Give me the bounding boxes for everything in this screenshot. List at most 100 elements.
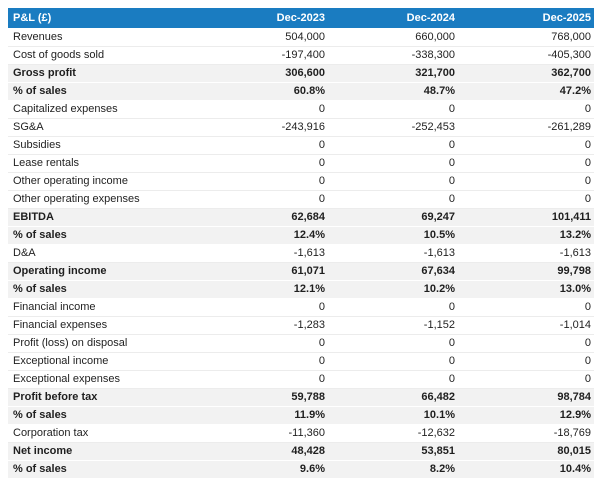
pnl-table: P&L (£) Dec-2023 Dec-2024 Dec-2025 Reven… bbox=[8, 8, 594, 479]
cell-value: 60.8% bbox=[198, 82, 328, 101]
cell-value: 0 bbox=[458, 136, 594, 155]
cell-value: 48.7% bbox=[328, 82, 458, 101]
row-label: % of sales bbox=[8, 280, 198, 299]
cell-value: -405,300 bbox=[458, 46, 594, 65]
table-row: % of sales 60.8% 48.7% 47.2% bbox=[8, 82, 594, 101]
cell-value: 0 bbox=[328, 298, 458, 317]
cell-value: -261,289 bbox=[458, 118, 594, 137]
cell-value: 0 bbox=[198, 352, 328, 371]
row-label: Corporation tax bbox=[8, 424, 198, 443]
table-row: SG&A -243,916 -252,453 -261,289 bbox=[8, 118, 594, 137]
cell-value: 0 bbox=[198, 190, 328, 209]
cell-value: 0 bbox=[328, 136, 458, 155]
row-label: Profit (loss) on disposal bbox=[8, 334, 198, 353]
cell-value: 10.5% bbox=[328, 226, 458, 245]
table-row: % of sales 9.6% 8.2% 10.4% bbox=[8, 460, 594, 479]
row-label: Financial income bbox=[8, 298, 198, 317]
table-header: P&L (£) Dec-2023 Dec-2024 Dec-2025 bbox=[8, 8, 594, 28]
cell-value: 0 bbox=[198, 154, 328, 173]
table-row: Profit before tax 59,788 66,482 98,784 bbox=[8, 388, 594, 407]
row-label: EBITDA bbox=[8, 208, 198, 227]
table-row: Other operating income 0 0 0 bbox=[8, 172, 594, 191]
row-label: Exceptional income bbox=[8, 352, 198, 371]
header-dec-2025: Dec-2025 bbox=[458, 8, 594, 28]
cell-value: 80,015 bbox=[458, 442, 594, 461]
cell-value: 0 bbox=[458, 154, 594, 173]
cell-value: 12.4% bbox=[198, 226, 328, 245]
cell-value: 0 bbox=[328, 334, 458, 353]
pnl-statement-table: P&L (£) Dec-2023 Dec-2024 Dec-2025 Reven… bbox=[8, 8, 594, 479]
pnl-table-body: Revenues 504,000 660,000 768,000 Cost of goo… bbox=[8, 28, 594, 479]
table-row: EBITDA 62,684 69,247 101,411 bbox=[8, 208, 594, 227]
cell-value: 10.4% bbox=[458, 460, 594, 479]
cell-value: 62,684 bbox=[198, 208, 328, 227]
cell-value: 768,000 bbox=[458, 28, 594, 47]
cell-value: 61,071 bbox=[198, 262, 328, 281]
row-label: Other operating expenses bbox=[8, 190, 198, 209]
row-label: Net income bbox=[8, 442, 198, 461]
cell-value: 0 bbox=[198, 136, 328, 155]
header-dec-2023: Dec-2023 bbox=[198, 8, 328, 28]
cell-value: 11.9% bbox=[198, 406, 328, 425]
row-label: Gross profit bbox=[8, 64, 198, 83]
cell-value: 0 bbox=[198, 334, 328, 353]
cell-value: 12.1% bbox=[198, 280, 328, 299]
table-row: Financial expenses -1,283 -1,152 -1,014 bbox=[8, 316, 594, 335]
cell-value: 98,784 bbox=[458, 388, 594, 407]
cell-value: 0 bbox=[198, 370, 328, 389]
row-label: % of sales bbox=[8, 460, 198, 479]
cell-value: 53,851 bbox=[328, 442, 458, 461]
cell-value: 10.2% bbox=[328, 280, 458, 299]
table-row: Profit (loss) on disposal 0 0 0 bbox=[8, 334, 594, 353]
table-row: Operating income 61,071 67,634 99,798 bbox=[8, 262, 594, 281]
row-label: Cost of goods sold bbox=[8, 46, 198, 65]
cell-value: 504,000 bbox=[198, 28, 328, 47]
cell-value: 0 bbox=[328, 154, 458, 173]
cell-value: 13.0% bbox=[458, 280, 594, 299]
table-row: D&A -1,613 -1,613 -1,613 bbox=[8, 244, 594, 263]
table-row: % of sales 12.4% 10.5% 13.2% bbox=[8, 226, 594, 245]
cell-value: 660,000 bbox=[328, 28, 458, 47]
row-label: Other operating income bbox=[8, 172, 198, 191]
row-label: Revenues bbox=[8, 28, 198, 47]
row-label: Lease rentals bbox=[8, 154, 198, 173]
cell-value: 321,700 bbox=[328, 64, 458, 83]
cell-value: 362,700 bbox=[458, 64, 594, 83]
table-row: Exceptional income 0 0 0 bbox=[8, 352, 594, 371]
cell-value: -1,014 bbox=[458, 316, 594, 335]
cell-value: -18,769 bbox=[458, 424, 594, 443]
cell-value: -243,916 bbox=[198, 118, 328, 137]
cell-value: -252,453 bbox=[328, 118, 458, 137]
row-label: % of sales bbox=[8, 226, 198, 245]
cell-value: -1,613 bbox=[198, 244, 328, 263]
cell-value: 0 bbox=[328, 370, 458, 389]
cell-value: -12,632 bbox=[328, 424, 458, 443]
table-row: Subsidies 0 0 0 bbox=[8, 136, 594, 155]
cell-value: 48,428 bbox=[198, 442, 328, 461]
cell-value: 0 bbox=[198, 298, 328, 317]
cell-value: 8.2% bbox=[328, 460, 458, 479]
row-label: Exceptional expenses bbox=[8, 370, 198, 389]
row-label: D&A bbox=[8, 244, 198, 263]
cell-value: 66,482 bbox=[328, 388, 458, 407]
cell-value: 0 bbox=[458, 334, 594, 353]
table-row: Exceptional expenses 0 0 0 bbox=[8, 370, 594, 389]
cell-value: 0 bbox=[458, 100, 594, 119]
cell-value: 67,634 bbox=[328, 262, 458, 281]
cell-value: -1,613 bbox=[328, 244, 458, 263]
cell-value: 9.6% bbox=[198, 460, 328, 479]
row-label: Financial expenses bbox=[8, 316, 198, 335]
cell-value: -11,360 bbox=[198, 424, 328, 443]
cell-value: 0 bbox=[328, 172, 458, 191]
cell-value: -1,283 bbox=[198, 316, 328, 335]
cell-value: 0 bbox=[198, 172, 328, 191]
cell-value: 47.2% bbox=[458, 82, 594, 101]
cell-value: 0 bbox=[328, 100, 458, 119]
table-row: Corporation tax -11,360 -12,632 -18,769 bbox=[8, 424, 594, 443]
cell-value: 0 bbox=[458, 190, 594, 209]
table-row: Cost of goods sold -197,400 -338,300 -405,3… bbox=[8, 46, 594, 65]
row-label: % of sales bbox=[8, 82, 198, 101]
cell-value: 0 bbox=[198, 100, 328, 119]
row-label: SG&A bbox=[8, 118, 198, 137]
cell-value: -197,400 bbox=[198, 46, 328, 65]
